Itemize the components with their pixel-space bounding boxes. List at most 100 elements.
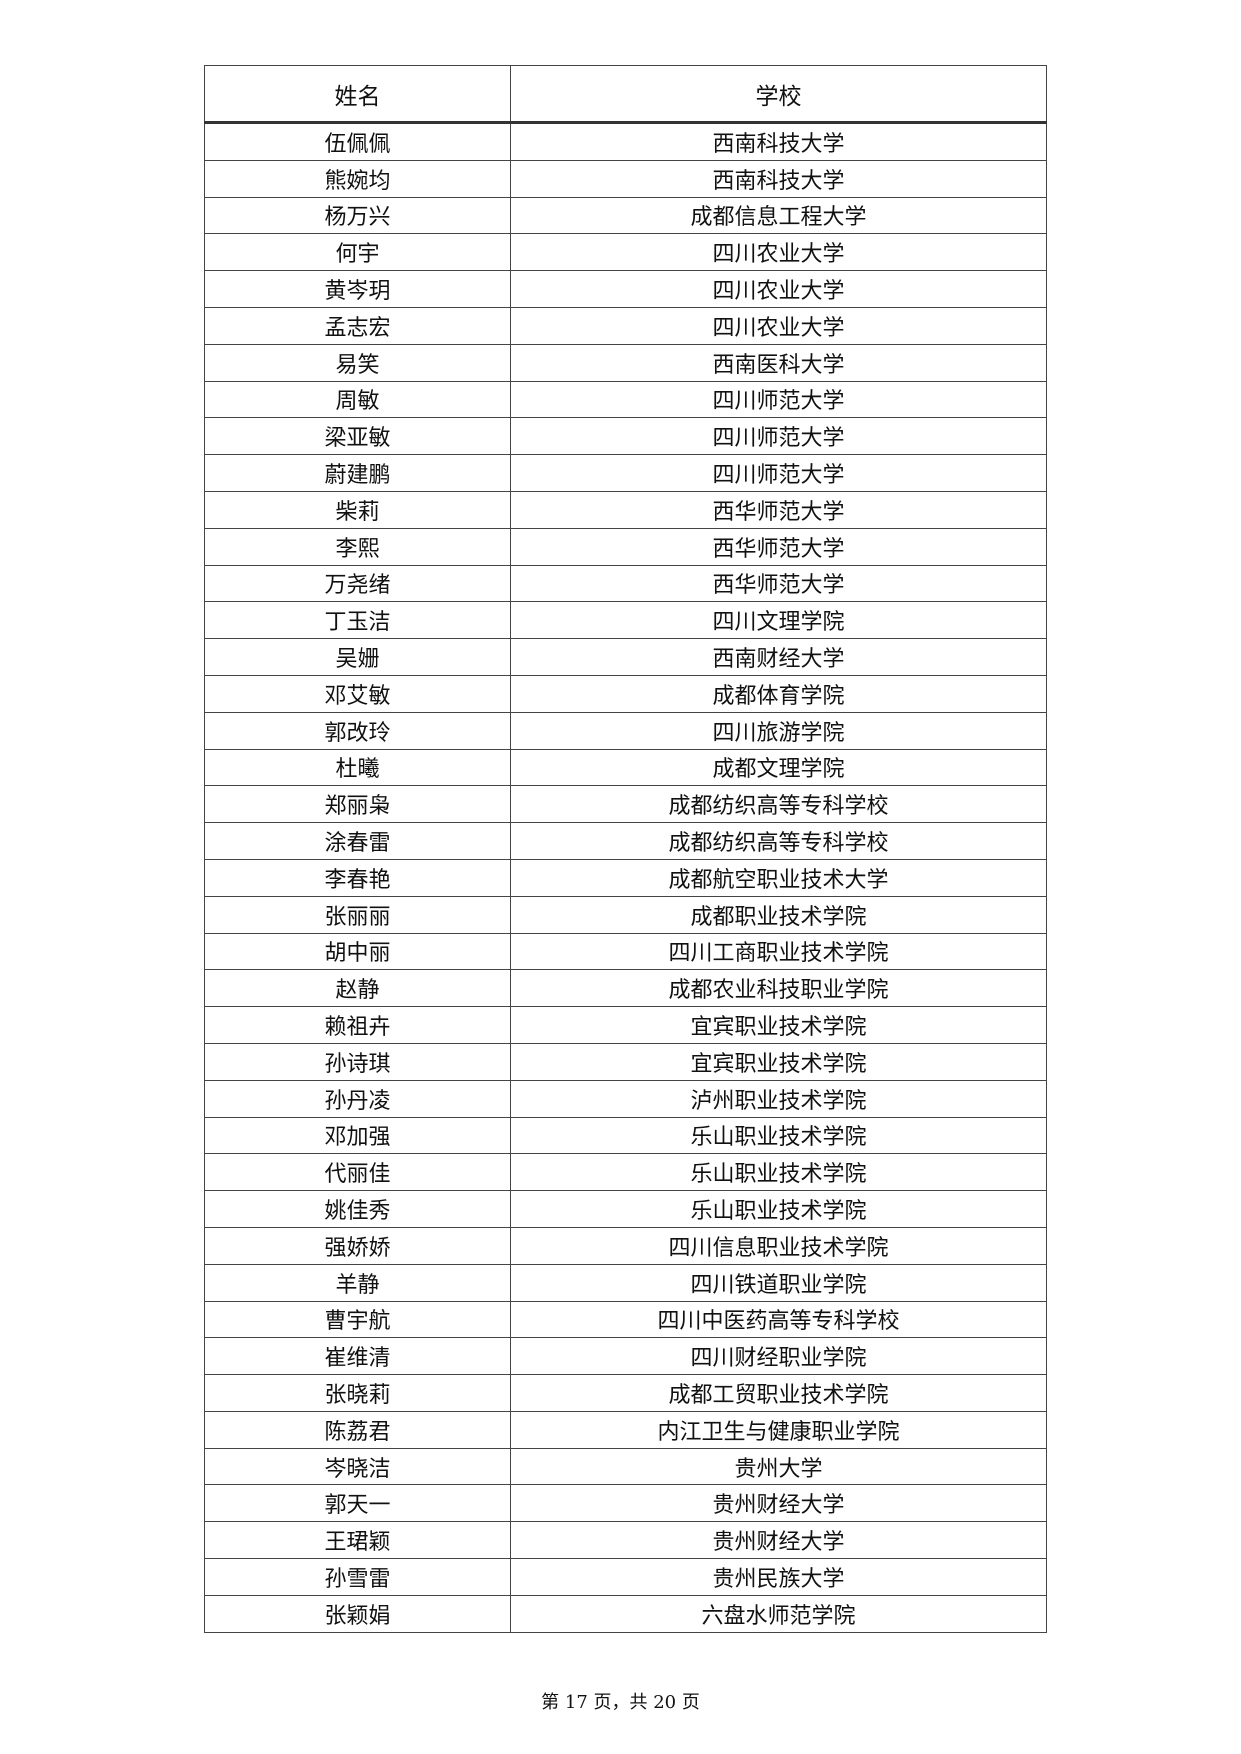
name-cell: 何宇 <box>204 233 511 272</box>
school-cell: 四川文理学院 <box>510 601 1047 640</box>
school-cell: 成都农业科技职业学院 <box>510 969 1047 1008</box>
school-cell: 四川农业大学 <box>510 233 1047 272</box>
school-cell: 四川旅游学院 <box>510 711 1047 750</box>
name-cell: 孟志宏 <box>204 306 511 345</box>
table-row: 周敏 四川师范大学 <box>204 380 1047 419</box>
school-cell: 内江卫生与健康职业学院 <box>510 1410 1047 1449</box>
name-cell: 曹宇航 <box>204 1300 511 1339</box>
table-row: 杨万兴 成都信息工程大学 <box>204 196 1047 235</box>
name-cell: 孙雪雷 <box>204 1558 511 1596</box>
header-school: 学校 <box>510 65 1047 123</box>
name-cell: 涂春雷 <box>204 822 511 860</box>
school-cell: 六盘水师范学院 <box>510 1594 1047 1633</box>
school-cell: 宜宾职业技术学院 <box>510 1006 1047 1044</box>
school-cell: 成都航空职业技术大学 <box>510 858 1047 897</box>
name-cell: 郭改玲 <box>204 711 511 750</box>
school-cell: 乐山职业技术学院 <box>510 1116 1047 1155</box>
table-row: 孙丹凌 泸州职业技术学院 <box>204 1079 1047 1118</box>
school-cell: 四川农业大学 <box>510 270 1047 308</box>
name-cell: 赖祖卉 <box>204 1006 511 1044</box>
table-row: 李春艳 成都航空职业技术大学 <box>204 858 1047 897</box>
table-row: 李熙 西华师范大学 <box>204 527 1047 566</box>
name-cell: 柴莉 <box>204 490 511 529</box>
table-row: 郑丽枭 成都纺织高等专科学校 <box>204 785 1047 824</box>
name-cell: 孙丹凌 <box>204 1079 511 1118</box>
name-cell: 王珺颖 <box>204 1521 511 1560</box>
school-cell: 四川财经职业学院 <box>510 1337 1047 1376</box>
table-row: 丁玉洁 四川文理学院 <box>204 601 1047 640</box>
name-cell: 李春艳 <box>204 858 511 897</box>
name-cell: 梁亚敏 <box>204 417 511 456</box>
school-cell: 西南医科大学 <box>510 343 1047 382</box>
school-cell: 成都体育学院 <box>510 674 1047 713</box>
header-name: 姓名 <box>204 65 511 123</box>
school-cell: 四川师范大学 <box>510 380 1047 419</box>
name-cell: 万尧绪 <box>204 564 511 603</box>
table-row: 王珺颖 贵州财经大学 <box>204 1521 1047 1560</box>
name-cell: 张晓莉 <box>204 1374 511 1412</box>
school-cell: 成都纺织高等专科学校 <box>510 822 1047 860</box>
school-cell: 西华师范大学 <box>510 490 1047 529</box>
name-cell: 陈荔君 <box>204 1410 511 1449</box>
name-cell: 伍佩佩 <box>204 122 511 161</box>
table-row: 陈荔君 内江卫生与健康职业学院 <box>204 1410 1047 1449</box>
name-cell: 邓艾敏 <box>204 674 511 713</box>
table-row: 代丽佳 乐山职业技术学院 <box>204 1153 1047 1192</box>
school-cell: 四川师范大学 <box>510 417 1047 456</box>
table-row: 郭改玲 四川旅游学院 <box>204 711 1047 750</box>
school-cell: 西南科技大学 <box>510 159 1047 198</box>
name-cell: 李熙 <box>204 527 511 566</box>
school-cell: 贵州大学 <box>510 1447 1047 1486</box>
school-cell: 四川师范大学 <box>510 454 1047 492</box>
school-cell: 成都文理学院 <box>510 748 1047 787</box>
table-row: 万尧绪 西华师范大学 <box>204 564 1047 603</box>
table-row: 郭天一 贵州财经大学 <box>204 1484 1047 1523</box>
school-cell: 四川信息职业技术学院 <box>510 1226 1047 1265</box>
school-cell: 四川中医药高等专科学校 <box>510 1300 1047 1339</box>
name-cell: 黄岑玥 <box>204 270 511 308</box>
table-row: 孙诗琪 宜宾职业技术学院 <box>204 1042 1047 1081</box>
name-cell: 郑丽枭 <box>204 785 511 824</box>
name-cell: 周敏 <box>204 380 511 419</box>
name-cell: 吴姗 <box>204 638 511 676</box>
school-cell: 乐山职业技术学院 <box>510 1190 1047 1228</box>
name-cell: 张丽丽 <box>204 895 511 934</box>
name-cell: 郭天一 <box>204 1484 511 1523</box>
table-row: 易笑 西南医科大学 <box>204 343 1047 382</box>
table-row: 柴莉 西华师范大学 <box>204 490 1047 529</box>
table-row: 崔维清 四川财经职业学院 <box>204 1337 1047 1376</box>
table-row: 羊静 四川铁道职业学院 <box>204 1263 1047 1302</box>
table-row: 熊婉均 西南科技大学 <box>204 159 1047 198</box>
name-cell: 岑晓洁 <box>204 1447 511 1486</box>
table-row: 岑晓洁 贵州大学 <box>204 1447 1047 1486</box>
name-cell: 蔚建鹏 <box>204 454 511 492</box>
name-cell: 张颖娟 <box>204 1594 511 1633</box>
name-cell: 胡中丽 <box>204 932 511 971</box>
school-cell: 四川农业大学 <box>510 306 1047 345</box>
table-row: 杜曦 成都文理学院 <box>204 748 1047 787</box>
table-header-row: 姓名 学校 <box>204 65 1047 123</box>
table-row: 赖祖卉 宜宾职业技术学院 <box>204 1006 1047 1044</box>
table-row: 孙雪雷 贵州民族大学 <box>204 1558 1047 1596</box>
school-cell: 成都信息工程大学 <box>510 196 1047 235</box>
school-cell: 西南财经大学 <box>510 638 1047 676</box>
school-cell: 乐山职业技术学院 <box>510 1153 1047 1192</box>
school-cell: 泸州职业技术学院 <box>510 1079 1047 1118</box>
name-cell: 杨万兴 <box>204 196 511 235</box>
name-cell: 孙诗琪 <box>204 1042 511 1081</box>
table-row: 黄岑玥 四川农业大学 <box>204 270 1047 308</box>
table-row: 姚佳秀 乐山职业技术学院 <box>204 1190 1047 1228</box>
table-row: 胡中丽 四川工商职业技术学院 <box>204 932 1047 971</box>
name-cell: 代丽佳 <box>204 1153 511 1192</box>
table-row: 伍佩佩 西南科技大学 <box>204 122 1047 161</box>
table-row: 蔚建鹏 四川师范大学 <box>204 454 1047 492</box>
school-cell: 贵州财经大学 <box>510 1521 1047 1560</box>
name-cell: 邓加强 <box>204 1116 511 1155</box>
table-row: 赵静 成都农业科技职业学院 <box>204 969 1047 1008</box>
roster-table: 姓名 学校 伍佩佩 西南科技大学 熊婉均 西南科技大学 杨万兴 成都信息工程大学 何宇 四川农… <box>204 65 1047 1633</box>
table-row: 何宇 四川农业大学 <box>204 233 1047 272</box>
name-cell: 羊静 <box>204 1263 511 1302</box>
table-row: 张晓莉 成都工贸职业技术学院 <box>204 1374 1047 1412</box>
table-row: 张颖娟 六盘水师范学院 <box>204 1594 1047 1633</box>
school-cell: 西南科技大学 <box>510 122 1047 161</box>
